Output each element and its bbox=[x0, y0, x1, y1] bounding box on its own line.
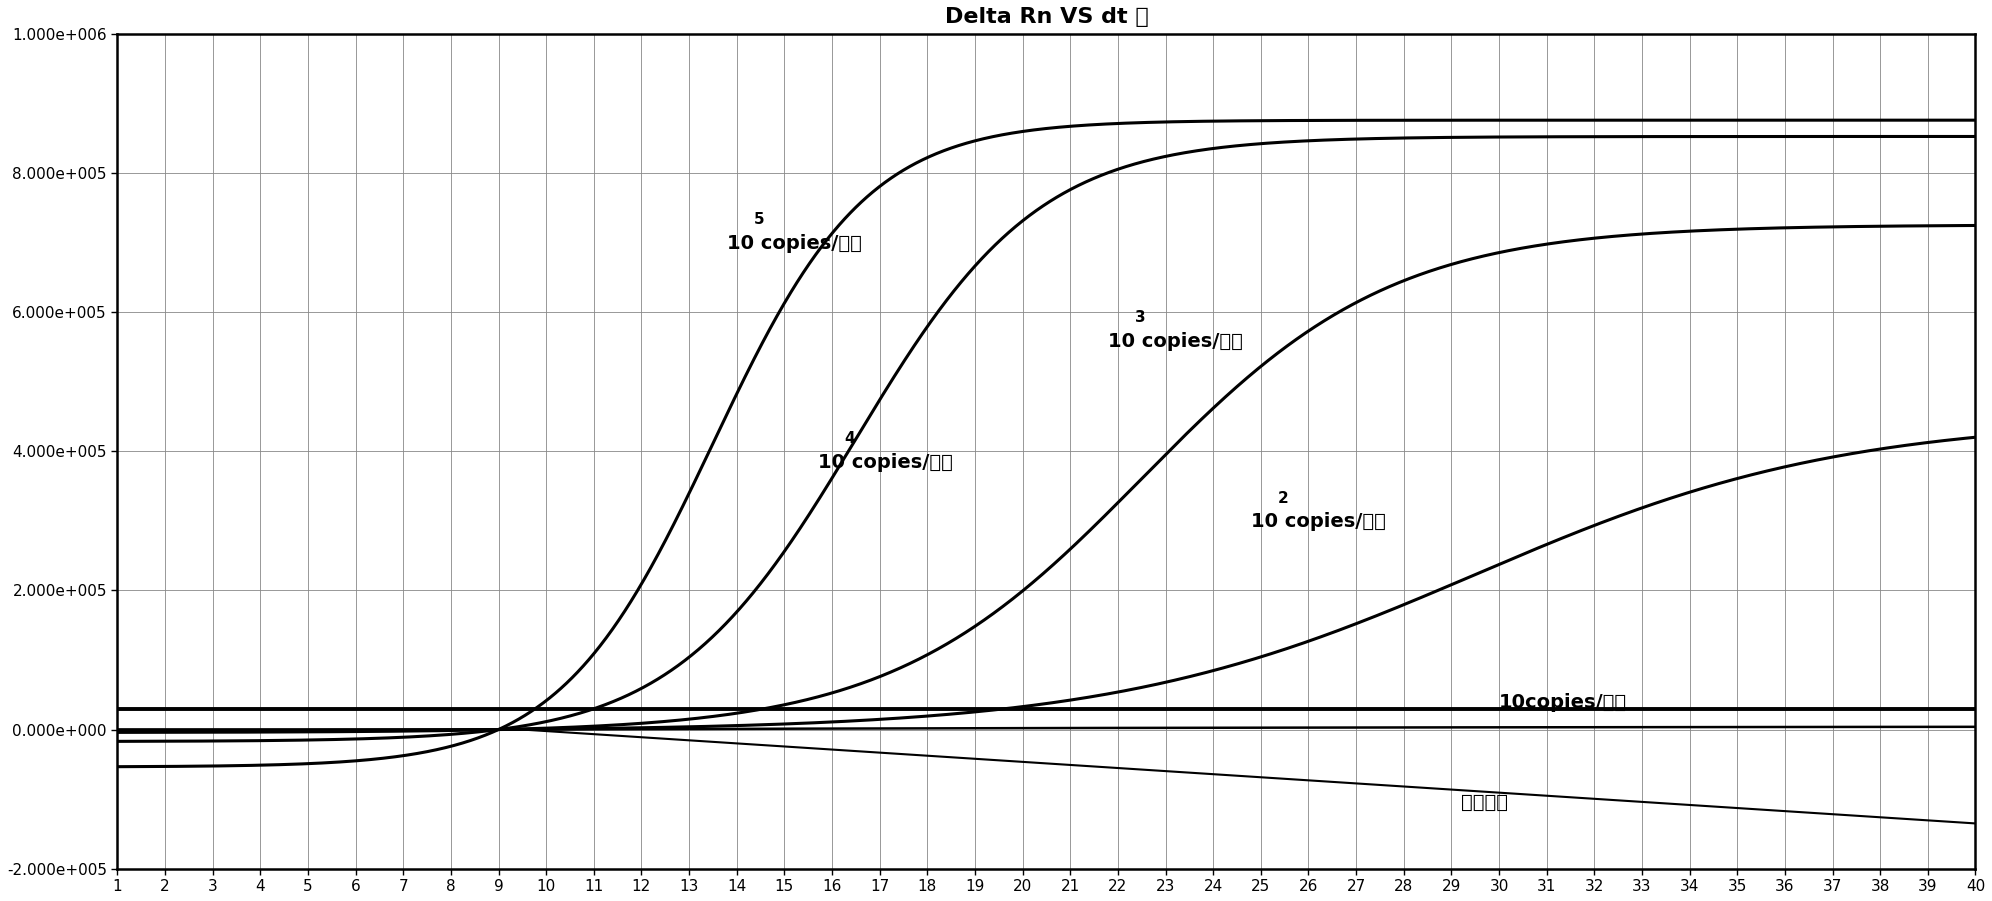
Text: 10 copies/反应: 10 copies/反应 bbox=[817, 453, 952, 472]
Text: 阴性对照: 阴性对照 bbox=[1460, 793, 1508, 812]
Text: 10 copies/反应: 10 copies/反应 bbox=[1251, 513, 1386, 532]
Text: 4: 4 bbox=[845, 432, 855, 447]
Text: 2: 2 bbox=[1277, 491, 1289, 505]
Text: 5: 5 bbox=[753, 213, 765, 227]
Text: 3: 3 bbox=[1135, 310, 1145, 324]
Text: 10copies/反应: 10copies/反应 bbox=[1500, 693, 1627, 712]
Text: 10 copies/反应: 10 copies/反应 bbox=[727, 234, 863, 253]
Title: Delta Rn VS dt 値: Delta Rn VS dt 値 bbox=[944, 7, 1147, 27]
Text: 10 copies/反应: 10 copies/反应 bbox=[1108, 332, 1243, 350]
